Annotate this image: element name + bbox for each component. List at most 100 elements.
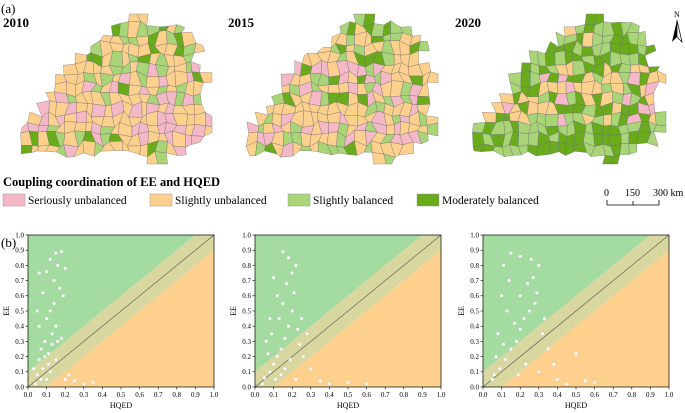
data-point [494, 354, 498, 359]
data-point [299, 316, 304, 321]
data-point [286, 324, 291, 328]
y-tick-label: 0.6 [242, 292, 251, 300]
data-point [44, 269, 49, 274]
north-label: N [674, 10, 680, 19]
scatter-plot-2020: 0.0 0.1 0.2 0.3 0.4 0.5 0.6 0.7 0.8 0.9 1.0 0.0 0.1 0… [457, 231, 674, 410]
x-tick-label: 0.1 [269, 391, 278, 399]
data-point [518, 294, 522, 298]
data-point [542, 316, 547, 321]
county-region [644, 44, 657, 56]
data-point [507, 278, 511, 283]
data-point [327, 382, 332, 386]
x-tick-label: 0.2 [516, 391, 525, 399]
x-tick-label: 0.6 [362, 391, 371, 399]
y-axis-label: EE [2, 306, 11, 316]
data-point [492, 373, 496, 377]
county-region [154, 151, 168, 165]
county-region [118, 21, 129, 38]
region-hqed-dominant [28, 250, 214, 387]
x-tick-label: 0.7 [381, 391, 390, 399]
x-tick-label: 0.5 [572, 391, 581, 399]
data-point [288, 357, 293, 362]
legend-swatch-moderately-balanced [416, 193, 440, 207]
north-arrow-icon [672, 19, 683, 44]
data-point [509, 347, 513, 351]
x-tick-label: 0.3 [534, 391, 543, 399]
data-point [537, 263, 541, 268]
data-point [61, 294, 66, 298]
county-region [583, 24, 596, 34]
data-point [42, 354, 47, 359]
county-region [203, 125, 213, 137]
scatter-plot-2010: 0.0 0.1 0.2 0.3 0.4 0.5 0.6 0.7 0.8 0.9 1.0 0.0 0.1 0… [2, 231, 219, 410]
diagonal-line [482, 234, 670, 388]
region-hqed-dominant [255, 250, 441, 387]
county-region [544, 52, 556, 67]
x-tick-label: 1.0 [437, 391, 446, 399]
data-point [284, 281, 289, 286]
x-tick-label: 0.9 [191, 391, 200, 399]
data-point [91, 380, 95, 385]
y-tick-label: 0.6 [15, 292, 24, 300]
county-region [585, 13, 596, 26]
legend-swatch-slightly-balanced [287, 193, 311, 207]
county-region [619, 43, 631, 56]
x-tick-label: 0.1 [42, 391, 51, 399]
x-tick-label: 0.7 [154, 391, 163, 399]
data-point [39, 377, 43, 382]
x-axis-label: HQED [337, 401, 359, 410]
y-tick-label: 0.2 [470, 353, 479, 361]
data-point [271, 362, 276, 366]
data-point [37, 271, 41, 275]
county-region [246, 121, 259, 133]
y-tick-label: 0.4 [242, 323, 251, 331]
county-region [172, 145, 187, 156]
county-region [90, 103, 107, 118]
county-region [526, 100, 539, 116]
y-tick-label: 0.9 [242, 247, 251, 255]
data-point [50, 342, 54, 347]
y-tick-label: 0.3 [242, 338, 251, 346]
county-region [656, 70, 667, 84]
county-region [646, 131, 659, 147]
map-2020 [472, 13, 667, 165]
data-point [537, 370, 541, 374]
data-point [296, 327, 300, 331]
y-tick-label: 0.8 [242, 262, 251, 270]
x-tick-label: 0.0 [251, 391, 260, 399]
x-tick-label: 0.8 [399, 391, 408, 399]
y-tick-label: 1.0 [470, 231, 479, 239]
data-point [529, 257, 534, 262]
county-region [127, 145, 142, 155]
county-region [619, 143, 630, 155]
county-region [74, 122, 87, 132]
data-point [574, 351, 578, 356]
data-point [262, 376, 267, 380]
x-tick-label: 0.6 [590, 391, 599, 399]
data-point [490, 377, 495, 382]
data-point [509, 251, 513, 255]
county-region [191, 135, 205, 145]
scale-tick-150: 150 [625, 188, 640, 199]
data-point [583, 379, 588, 383]
legend-swatch-slightly-unbalanced [149, 193, 173, 207]
data-point [501, 263, 506, 268]
county-region [557, 80, 567, 94]
data-point [41, 291, 45, 295]
data-point [266, 351, 270, 356]
data-point [564, 382, 569, 386]
county-region [326, 131, 338, 147]
data-point [283, 336, 287, 341]
county-region [76, 110, 87, 123]
county-region [549, 140, 559, 155]
year-title-2010: 2010 [3, 15, 29, 30]
y-tick-label: 0.1 [242, 368, 251, 376]
county-region [145, 76, 160, 88]
county-region [205, 111, 213, 128]
data-point [41, 367, 45, 371]
county-region [345, 44, 356, 52]
y-tick-label: 0.0 [242, 383, 251, 391]
county-region [185, 134, 192, 148]
data-point [514, 339, 519, 344]
x-tick-label: 0.4 [553, 391, 562, 399]
